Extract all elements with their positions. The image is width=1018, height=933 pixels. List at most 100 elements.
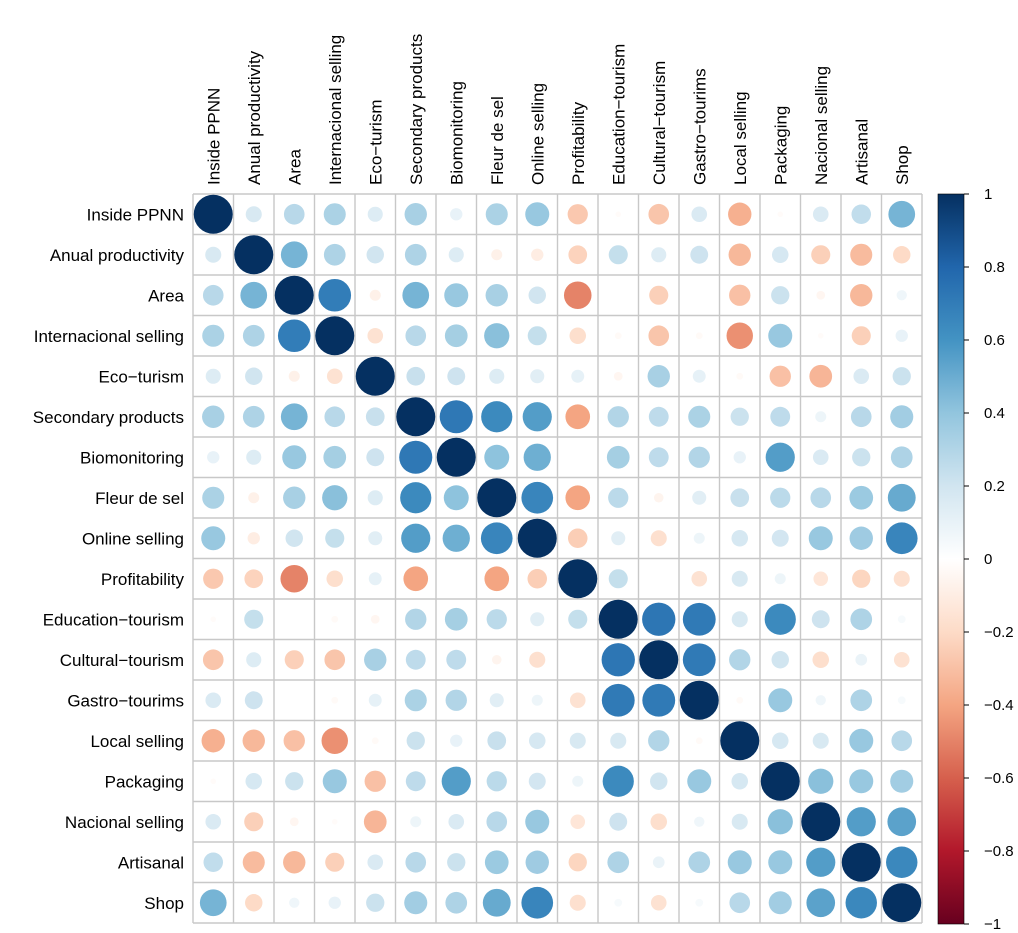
correlation-circle	[890, 405, 914, 429]
column-label: Online selling	[528, 83, 547, 185]
correlation-circle	[289, 897, 300, 908]
correlation-circle	[890, 769, 914, 793]
correlation-circle	[521, 886, 554, 919]
correlation-circle	[523, 443, 551, 471]
correlation-circle	[246, 652, 262, 668]
correlation-circle	[410, 816, 422, 828]
correlation-circle	[205, 813, 222, 830]
row-label: Secondary products	[33, 408, 184, 427]
correlation-circle	[355, 356, 395, 396]
correlation-circle	[888, 200, 916, 228]
correlation-circle	[720, 721, 760, 761]
correlation-circle	[893, 246, 911, 264]
correlation-circle	[364, 770, 386, 792]
correlation-circle	[282, 445, 307, 470]
correlation-circle	[331, 696, 339, 704]
correlation-circle	[234, 235, 274, 275]
correlation-circle	[280, 403, 308, 431]
correlation-circle	[205, 368, 221, 384]
correlation-circle	[363, 810, 387, 834]
correlation-circle	[489, 368, 505, 384]
correlation-circle	[444, 283, 469, 308]
row-label: Education−tourism	[43, 610, 184, 629]
correlation-circle	[892, 367, 911, 386]
correlation-circle	[245, 206, 262, 223]
correlation-circle	[608, 569, 628, 589]
correlation-circle	[642, 683, 676, 717]
correlation-circle	[729, 892, 751, 914]
row-label: Profitability	[101, 570, 185, 589]
correlation-circle	[849, 728, 874, 753]
column-label: Gastro−tourims	[690, 68, 709, 185]
correlation-circle	[608, 487, 629, 508]
correlation-circle	[569, 327, 587, 345]
correlation-circle	[650, 894, 667, 911]
correlation-circle	[695, 737, 703, 745]
correlation-circle	[325, 528, 345, 548]
row-label: Online selling	[82, 529, 184, 548]
correlation-circle	[768, 850, 793, 875]
correlation-circle	[203, 852, 223, 872]
correlation-circle	[484, 323, 510, 349]
correlation-circle	[242, 405, 265, 428]
correlation-circle	[649, 285, 669, 305]
correlation-circle	[283, 486, 306, 509]
column-label: Biomonitoring	[447, 81, 466, 185]
correlation-circle	[695, 332, 703, 340]
correlation-circle	[405, 851, 427, 873]
correlation-circle	[527, 326, 547, 346]
row-label: Area	[148, 286, 184, 305]
correlation-circle	[404, 689, 427, 712]
correlation-circle	[366, 448, 385, 467]
correlation-circle	[568, 245, 588, 265]
correlation-circle	[812, 449, 829, 466]
correlation-circle	[767, 809, 793, 835]
correlation-circles	[193, 194, 922, 923]
correlation-circle	[692, 369, 706, 383]
correlation-circle	[602, 765, 634, 797]
correlation-circle	[396, 397, 436, 437]
correlation-circle	[283, 851, 306, 874]
correlation-circle	[887, 807, 917, 837]
correlation-circle	[240, 281, 268, 309]
correlation-circle	[770, 406, 791, 427]
correlation-circle	[652, 856, 665, 869]
correlation-circle	[205, 692, 222, 709]
correlation-circle	[193, 194, 233, 234]
row-labels: Inside PPNN Anual productivity Area Interna…	[33, 205, 185, 913]
correlation-circle	[727, 850, 752, 875]
correlation-circle	[364, 648, 387, 671]
correlation-circle	[614, 332, 622, 340]
correlation-circle	[611, 531, 626, 546]
correlation-circle	[731, 570, 748, 587]
correlation-circle	[806, 888, 836, 918]
correlation-circle	[489, 693, 504, 708]
correlation-circle	[897, 615, 906, 624]
correlation-circle	[277, 319, 311, 353]
correlation-circle	[324, 406, 346, 428]
correlation-circle	[651, 247, 667, 263]
correlation-circle	[849, 769, 874, 794]
correlation-circle	[815, 411, 827, 423]
correlation-circle	[648, 203, 670, 225]
correlation-circle	[733, 451, 746, 464]
correlation-circle	[569, 732, 586, 749]
correlation-circle	[245, 367, 263, 385]
correlation-circle	[487, 731, 507, 751]
correlation-circle	[570, 814, 586, 830]
colorbar-tick-label: −1	[984, 916, 1001, 933]
correlation-circle	[210, 778, 217, 785]
correlation-circle	[606, 445, 630, 469]
correlation-circle	[448, 247, 464, 263]
correlation-circle	[693, 532, 705, 544]
correlation-circle	[331, 818, 338, 825]
correlation-circle	[521, 481, 554, 514]
correlation-circle	[244, 812, 264, 832]
correlation-circle	[447, 853, 466, 872]
correlation-circle	[324, 649, 346, 671]
correlation-circle	[731, 529, 749, 547]
correlation-circle	[572, 775, 584, 787]
correlation-circle	[887, 483, 916, 512]
correlation-circle	[571, 369, 585, 383]
correlation-circle	[816, 290, 826, 300]
